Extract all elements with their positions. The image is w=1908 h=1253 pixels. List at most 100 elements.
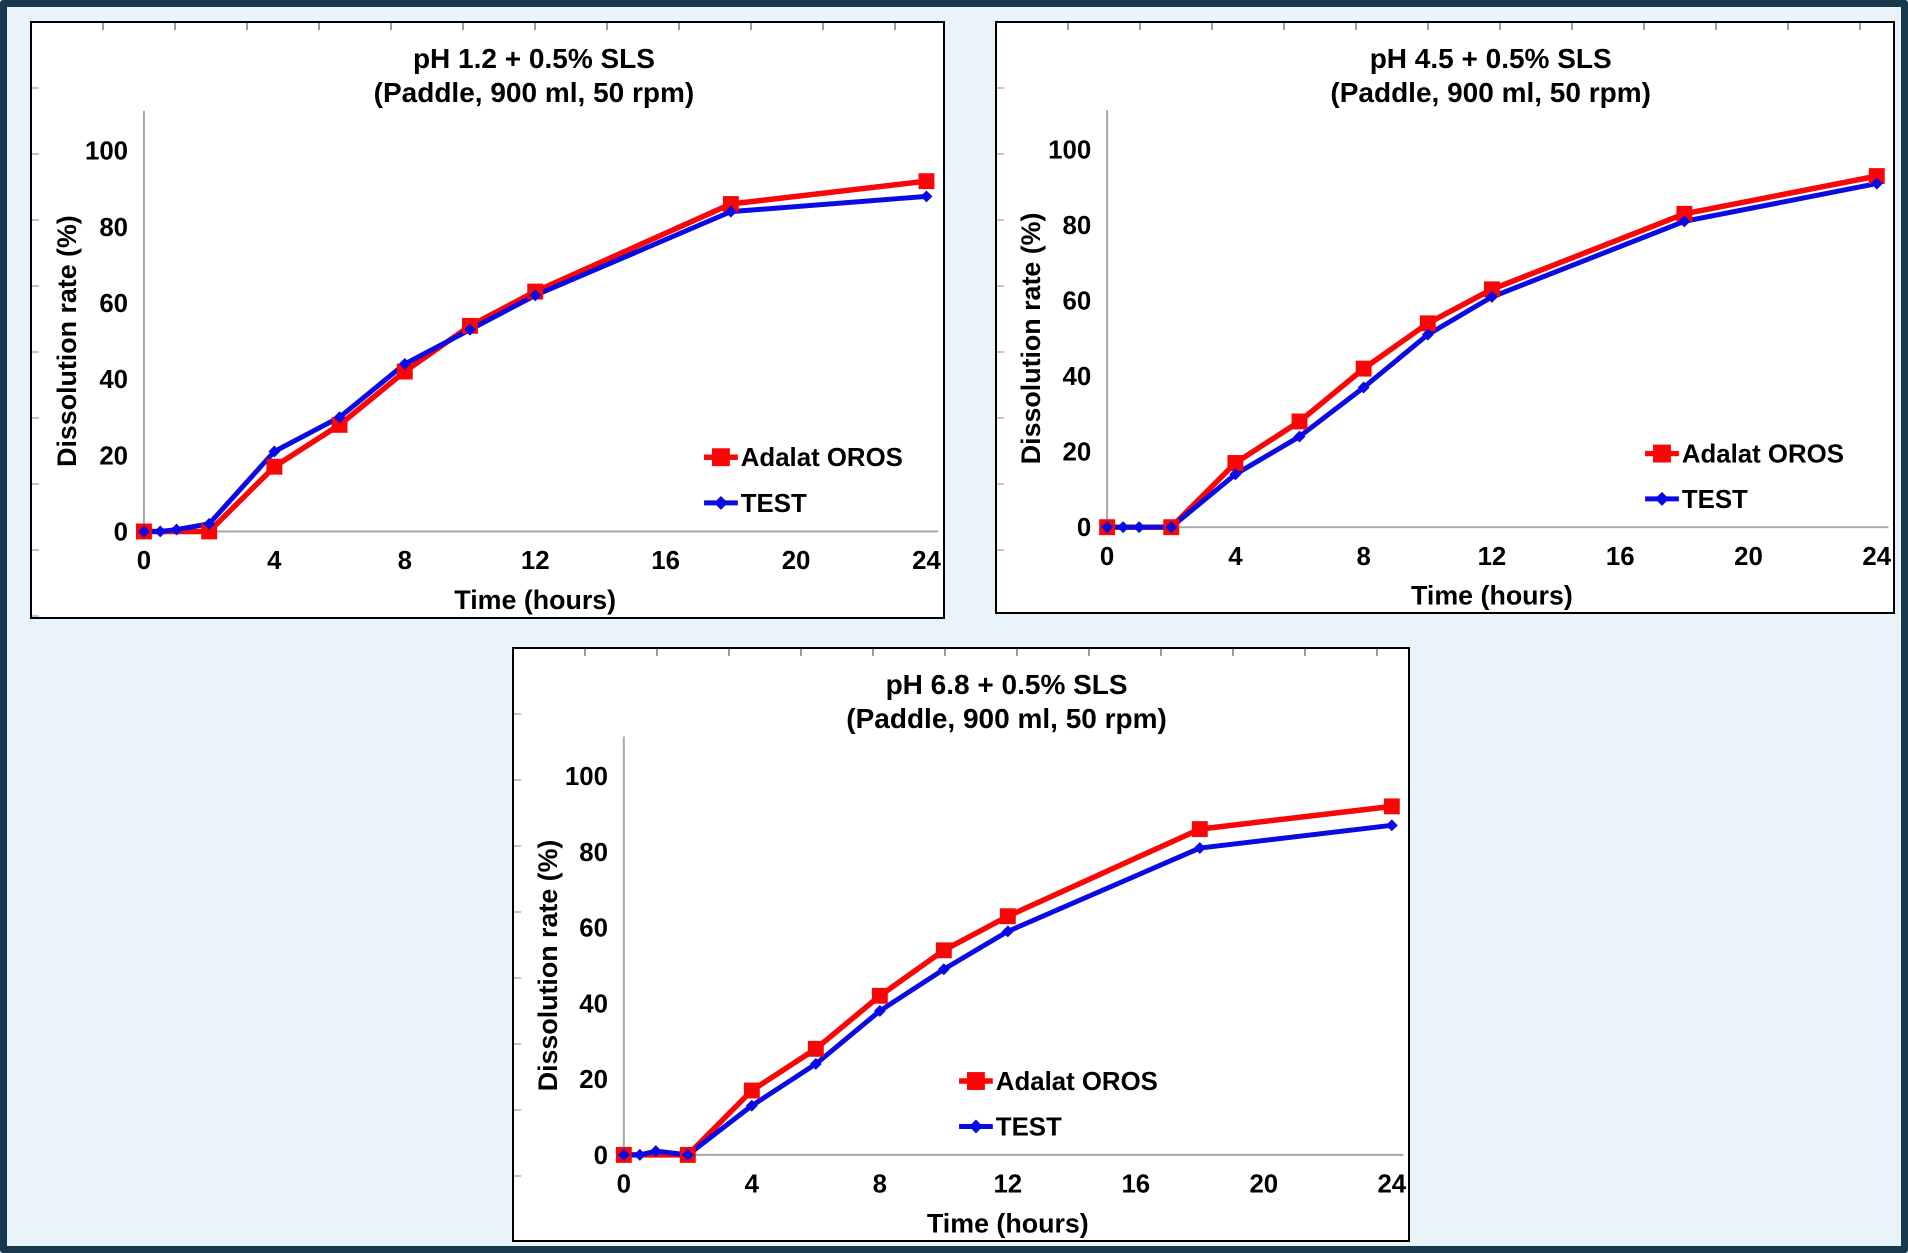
adalat-marker [1383, 798, 1400, 815]
chart-title-line1: pH 1.2 + 0.5% SLS [412, 43, 655, 74]
legend-test-marker [1655, 491, 1669, 506]
legend: Adalat OROS TEST [1645, 441, 1844, 514]
svg-text:24: 24 [1862, 543, 1891, 571]
svg-text:60: 60 [99, 290, 128, 318]
chart-panel-ph-4-5: pH 4.5 + 0.5% SLS (Paddle, 900 ml, 50 rp… [995, 21, 1895, 614]
svg-text:0: 0 [617, 1171, 631, 1199]
adalat-marker [1291, 413, 1308, 430]
chart-title: pH 1.2 + 0.5% SLS (Paddle, 900 ml, 50 rp… [141, 42, 926, 110]
svg-text:0: 0 [114, 518, 128, 546]
axes [622, 736, 1404, 1156]
adalat-marker [331, 416, 348, 433]
svg-text:20: 20 [782, 547, 811, 575]
dissolution-chart-ph-4-5: 0 20 40 60 80 100 0 4 8 12 16 20 24 Time (hours) Disso… [1016, 110, 1892, 611]
svg-text:Adalat OROS: Adalat OROS [741, 444, 903, 472]
svg-text:60: 60 [1062, 288, 1091, 316]
svg-text:8: 8 [873, 1171, 887, 1199]
legend-adalat-marker [712, 448, 730, 467]
svg-text:100: 100 [565, 763, 608, 791]
legend-test-marker [968, 1119, 983, 1134]
test-marker [745, 1099, 758, 1112]
series-lines [143, 178, 927, 535]
test-marker [1001, 925, 1014, 938]
adalat-marker [1483, 281, 1500, 298]
test-marker [170, 523, 183, 536]
test-marker [203, 517, 216, 530]
test-marker [920, 190, 933, 203]
svg-text:80: 80 [99, 214, 128, 242]
adalat-marker [1227, 455, 1244, 471]
svg-text:Dissolution rate (%): Dissolution rate (%) [1016, 213, 1046, 465]
chart-title-line2: (Paddle, 900 ml, 50 rpm) [1330, 77, 1651, 108]
tick-labels: 0 20 40 60 80 100 0 4 8 12 16 20 24 [565, 763, 1407, 1199]
adalat-marker [743, 1082, 760, 1099]
adalat-marker [266, 458, 283, 475]
svg-text:Adalat OROS: Adalat OROS [996, 1068, 1158, 1096]
svg-text:4: 4 [1228, 543, 1243, 571]
test-marker [1193, 842, 1206, 855]
svg-text:Dissolution rate (%): Dissolution rate (%) [533, 840, 563, 1092]
test-marker [1133, 521, 1146, 534]
dissolution-chart-ph-1-2: 0 20 40 60 80 100 0 4 8 12 16 20 24 Time (hours) Disso… [52, 110, 942, 615]
chart-panel-ph-6-8: pH 6.8 + 0.5% SLS (Paddle, 900 ml, 50 rp… [512, 647, 1410, 1242]
svg-text:20: 20 [1734, 543, 1763, 571]
svg-text:Time (hours): Time (hours) [454, 585, 616, 615]
chart-title: pH 6.8 + 0.5% SLS (Paddle, 900 ml, 50 rp… [621, 668, 1392, 736]
svg-text:8: 8 [398, 547, 412, 575]
svg-text:20: 20 [1062, 439, 1091, 467]
svg-text:20: 20 [579, 1066, 608, 1094]
svg-text:12: 12 [993, 1171, 1022, 1199]
legend-adalat-marker [967, 1072, 985, 1090]
svg-text:8: 8 [1356, 543, 1370, 571]
chart-title-line1: pH 6.8 + 0.5% SLS [885, 668, 1128, 700]
test-marker [1678, 215, 1691, 228]
svg-text:16: 16 [1606, 543, 1635, 571]
test-marker [1421, 328, 1434, 341]
adalat-marker [1868, 168, 1885, 185]
test-marker [154, 525, 167, 538]
legend-adalat-marker [1653, 444, 1671, 463]
svg-text:Time (hours): Time (hours) [1411, 581, 1573, 611]
svg-text:Dissolution rate (%): Dissolution rate (%) [52, 215, 82, 467]
test-marker [464, 323, 476, 336]
adalat-marker [871, 987, 888, 1004]
svg-text:TEST: TEST [996, 1113, 1062, 1141]
test-marker [1117, 521, 1130, 534]
test-marker [398, 357, 411, 370]
svg-text:12: 12 [521, 547, 550, 575]
test-marker [937, 963, 950, 976]
series-line-adalat-oros [143, 178, 927, 535]
test-marker [1293, 430, 1306, 443]
adalat-marker [396, 363, 413, 380]
adalat-marker [918, 173, 935, 190]
chart-title: pH 4.5 + 0.5% SLS (Paddle, 900 ml, 50 rp… [1105, 42, 1877, 110]
svg-text:100: 100 [85, 138, 128, 166]
dissolution-chart-ph-6-8: 0 20 40 60 80 100 0 4 8 12 16 20 24 Time (hours) Disso… [533, 736, 1407, 1239]
adalat-marker [807, 1040, 824, 1057]
series-line-adalat-oros [1107, 173, 1878, 530]
svg-text:0: 0 [1100, 543, 1114, 571]
chart-title-line2: (Paddle, 900 ml, 50 rpm) [846, 703, 1167, 735]
test-marker [633, 1148, 646, 1161]
test-marker [1357, 381, 1370, 394]
tick-labels: 0 20 40 60 80 100 0 4 8 12 16 20 24 [85, 138, 942, 576]
axis-titles: Time (hours) Dissolution rate (%) [533, 840, 1089, 1239]
svg-text:12: 12 [1478, 543, 1507, 571]
svg-text:0: 0 [594, 1142, 608, 1170]
chart-title-line2: (Paddle, 900 ml, 50 rpm) [373, 77, 695, 109]
svg-text:TEST: TEST [741, 490, 807, 518]
svg-text:4: 4 [267, 547, 282, 575]
tick-labels: 0 20 40 60 80 100 0 4 8 12 16 20 24 [1048, 137, 1892, 571]
svg-text:20: 20 [1249, 1171, 1278, 1199]
legend: Adalat OROS TEST [959, 1068, 1158, 1141]
adalat-marker [201, 523, 218, 540]
test-marker [1870, 177, 1883, 190]
adalat-marker [1676, 205, 1693, 222]
svg-text:16: 16 [1121, 1171, 1150, 1199]
svg-text:4: 4 [745, 1171, 760, 1199]
test-marker [333, 411, 346, 424]
svg-text:40: 40 [579, 990, 608, 1018]
svg-text:60: 60 [579, 915, 608, 943]
axes [142, 110, 939, 533]
